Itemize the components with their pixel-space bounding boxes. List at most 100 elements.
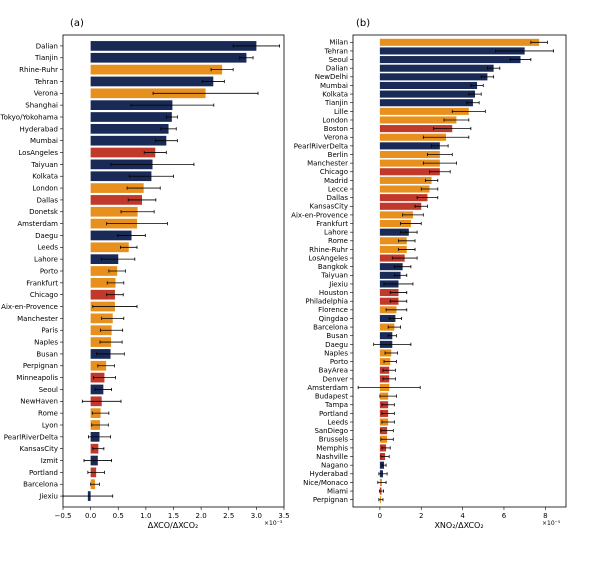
panel-a-bar [90,266,118,276]
panel-a-category-label: PearlRiverDelta [4,433,58,441]
panel-a-x-tick-label: 3.5 [278,512,289,520]
panel-a-error-bar [101,316,125,320]
panel-b-bar [379,176,432,184]
panel-b-category-label: Mumbai [320,82,348,90]
panel-b-error-bar [373,342,412,346]
panel-a-category-label: Mumbai [30,137,58,145]
panel-a-category-label: Leeds [38,244,59,252]
panel-a-error-bar [239,56,254,60]
panel-b-category-label: Dallas [326,194,348,202]
panel-a-bar [90,289,115,300]
panel-b-bar [379,142,440,150]
panel-b-category-label: Barcelona [313,323,348,331]
panel-b-bar [379,245,407,253]
panel-b-bar [379,271,401,279]
panel-a-error-bar [87,470,105,474]
panel-b-category-label: Lille [334,108,348,116]
panel-a-category-label: London [32,184,58,192]
panel-b-category-label: Busan [326,332,348,340]
panel-b-error-bar [381,446,391,450]
panel-a-error-bars [62,44,280,498]
panel-a-category-label: Portland [29,469,58,477]
panel-b-bar [379,297,399,305]
panel-a-error-bar [97,364,115,368]
panel-a-category-label: Lahore [34,256,58,264]
panel-b-error-bar [427,152,453,157]
panel-b-bar [379,263,403,271]
panel-a-error-bar [101,257,136,261]
panel-a-category-labels: Dalian Tianjin Rhine-Ruhr Tehran Verona Shang… [0,42,63,500]
panel-b-x-tick-label: 0 [378,512,382,520]
panel-a-category-label: Donetsk [29,208,59,216]
panel-a-category-label: Hyderabad [20,125,59,133]
panel-b-category-label: LosAngeles [308,254,348,262]
panel-a-category-label: NewHaven [20,398,58,406]
panel-b-error-bar [357,385,421,390]
panel-b-category-label: Chicago [320,168,348,176]
panel-a-error-bar [92,376,116,380]
panel-a-x-ticks: −0.5 0.0 0.5 1.0 1.5 2.0 2.5 3.0 3.5 [55,507,290,520]
panel-b-category-label: Florence [318,306,348,314]
panel-a-error-bar [165,115,178,119]
panel-b-category-label: Manchester [307,160,348,168]
panel-b-category-label: Amsterdam [307,384,348,392]
panel-b-category-label: Nashville [316,453,348,461]
panel-b-category-label: Tianjin [324,99,348,107]
panel-a-category-label: Minneapolis [16,374,58,382]
panel-a-error-bar [106,293,124,297]
panel-b-bar [379,73,488,81]
panel-b-bar [379,289,399,297]
panel-a-error-bar [106,222,168,226]
panel-a-category-label: Busan [36,350,58,358]
panel-a-category-label: Rhine-Ruhr [19,66,58,74]
panel-b-category-label: Taiyuan [320,272,348,280]
panel-b-category-label: Aix-en-Provence [291,211,348,219]
panel-b-x-axis-title: XNO₂/ΔXCO₂ [434,521,483,530]
panel-b-error-bar [398,239,416,243]
panel-b-error-bar [391,256,418,260]
panel-a-x-tick-label: −0.5 [55,512,72,520]
panel-b: (b) MilanTehranSeoulDalianNewDelhiMumbai… [291,18,567,530]
panel-b-category-label: Seoul [329,56,348,64]
panel-b-category-label: Budapest [315,393,348,401]
panel-b-bar [379,185,430,193]
panel-b-error-bar [382,368,396,372]
panel-b-error-bar [385,308,408,312]
panel-a-bar [90,183,144,193]
panel-b-bar [379,116,457,124]
panel-b-error-bar [414,204,428,208]
panel-b-category-label: Milan [329,39,348,47]
panel-b-error-bar [400,221,422,226]
panel-b-category-label: Brussels [319,436,349,444]
panel-a-error-bar [154,139,178,143]
panel-a-error-bar [160,127,177,131]
panel-b-label: (b) [356,18,370,29]
panel-b-error-bar [431,144,449,148]
panel-a-x-tick-label: 1.5 [168,512,179,520]
panel-a-bar [90,206,138,217]
panel-b-error-bar [387,325,401,329]
panel-b-plot-frame [352,34,567,508]
panel-a-category-label: Dalian [36,42,58,50]
panel-a-error-bar [99,340,123,344]
panel-b-error-bar [383,360,397,364]
panel-b-category-label: Philadelphia [305,298,348,306]
panel-a-category-label: Tokyo/Yokohama [0,113,58,121]
panel-a-category-label: Perpignan [23,362,58,370]
panel-b-bar [379,133,447,141]
panel-b-category-label: Miami [327,487,348,495]
panel-b-category-label: NewDelhi [315,73,348,81]
panel-a-scale-note: ×10⁻³ [264,520,283,527]
panel-a-error-bar [92,447,105,451]
panel-b-category-label: Nagano [321,462,348,470]
panel-b-error-bar [433,127,472,131]
panel-b-error-bar [530,40,548,44]
panel-b-category-label: Porto [330,358,348,366]
panel-a: (a) Dalian Tianjin Rhine-Ruhr Tehran Verona S… [0,18,290,530]
panel-a-error-bar [210,68,234,72]
panel-a-error-bar [108,269,126,273]
panel-a-category-label: Paris [41,327,58,335]
panel-b-error-bar [380,454,390,459]
panel-a-error-bar [90,482,100,486]
panel-b-error-bar [487,66,501,70]
